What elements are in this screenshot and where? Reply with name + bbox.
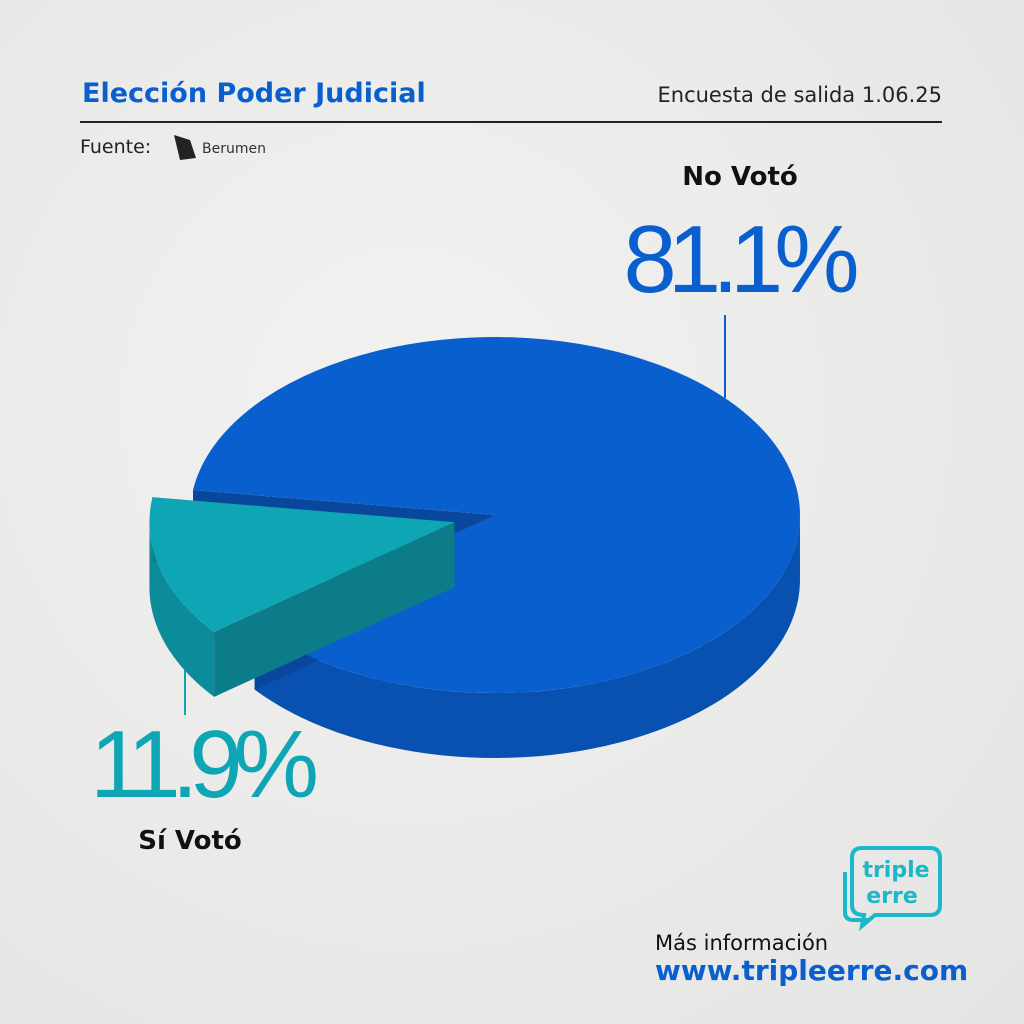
chart-title: Elección Poder Judicial	[82, 78, 426, 109]
slice-label: No Votó	[682, 162, 798, 192]
source-icon	[174, 135, 196, 160]
slice-side	[149, 523, 215, 697]
source-name: Berumen	[202, 141, 266, 157]
chart-subtitle: Encuesta de salida 1.06.25	[657, 83, 942, 107]
slice-side	[254, 517, 800, 758]
logo-text: triple	[862, 858, 929, 883]
pie	[149, 337, 800, 758]
footer-url[interactable]: www.tripleerre.com	[655, 954, 968, 987]
source-label: Fuente:	[80, 136, 151, 158]
value-label: 81.1%	[623, 206, 856, 313]
logo-text: erre	[866, 884, 918, 909]
logo-bubble	[850, 846, 942, 932]
value-label: 11.9%	[90, 711, 316, 818]
slice-label: Sí Votó	[138, 826, 242, 856]
footer-label: Más información	[655, 931, 828, 955]
pie-slice	[149, 497, 455, 632]
logo-bubble	[843, 872, 870, 922]
